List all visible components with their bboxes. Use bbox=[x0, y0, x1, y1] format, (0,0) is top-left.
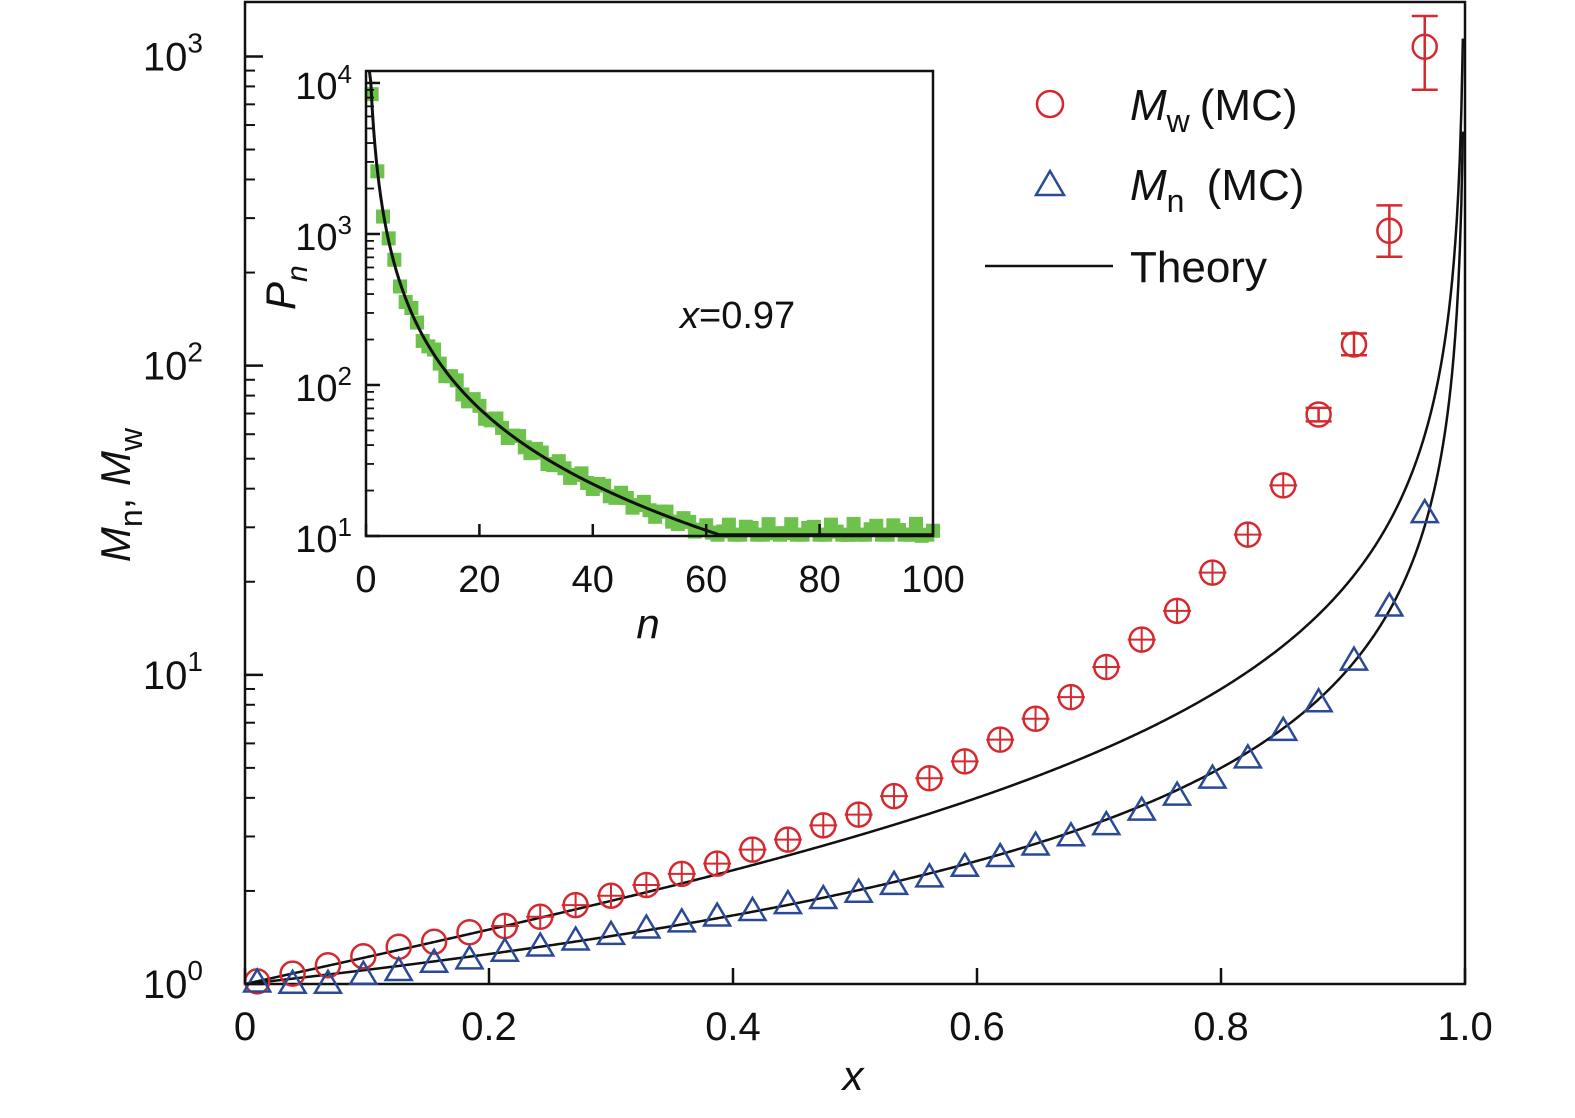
main-plot-area bbox=[242, 14, 1465, 995]
legend-triangle-marker bbox=[1033, 168, 1067, 197]
pn-point bbox=[534, 445, 549, 460]
x-tick-label: 0 bbox=[234, 1005, 256, 1049]
legend-mw-label: Mw (MC) bbox=[1130, 81, 1298, 139]
main-x-label: x bbox=[841, 1052, 866, 1099]
mw-point bbox=[385, 933, 412, 960]
x-tick-label: 0.2 bbox=[461, 1005, 517, 1049]
inset-x-tick-label: 20 bbox=[458, 559, 500, 601]
mw-point bbox=[1340, 331, 1368, 358]
legend: Mw (MC) Mn (MC) Theory bbox=[985, 81, 1304, 292]
inset-x-tick-label: 60 bbox=[685, 559, 727, 601]
mn-point bbox=[1409, 497, 1440, 524]
inset-x-tick-label: 40 bbox=[572, 559, 614, 601]
mn-point bbox=[808, 883, 839, 910]
mn-point bbox=[1126, 795, 1157, 821]
ylabel-sub1: n bbox=[113, 509, 149, 527]
mn-point bbox=[1232, 742, 1264, 769]
mn-point bbox=[348, 959, 379, 985]
ylabel-m2: M bbox=[92, 451, 139, 486]
mn-point bbox=[242, 967, 273, 993]
mn-point bbox=[454, 943, 485, 970]
mw-point bbox=[350, 942, 377, 970]
mn-point bbox=[1020, 830, 1051, 856]
pn-point bbox=[908, 516, 923, 531]
mn-point bbox=[1374, 591, 1405, 617]
y-tick-label: 102 bbox=[143, 337, 203, 389]
x-tick-label: 0.8 bbox=[1193, 1005, 1249, 1049]
inset-y-tick-label: 104 bbox=[295, 59, 352, 108]
mn-point bbox=[1268, 715, 1299, 742]
mn-point bbox=[1091, 809, 1122, 836]
mn-point bbox=[418, 947, 450, 973]
mn-point bbox=[595, 919, 627, 946]
inset-y-tick-label: 102 bbox=[295, 361, 352, 410]
pn-theory-curve bbox=[367, 70, 933, 537]
ylabel-m1: M bbox=[92, 527, 139, 562]
inset-frame bbox=[364, 69, 935, 538]
mn-point bbox=[914, 861, 945, 888]
mn-point bbox=[1161, 780, 1193, 806]
inset-background bbox=[366, 71, 933, 536]
inset-axes: 0 20 40 60 80 100 101 102 103 104 bbox=[295, 59, 964, 601]
inset-y-tick-label: 101 bbox=[295, 512, 352, 561]
main-axes: 0 0.2 0.4 0.6 0.8 1.0 100 101 102 103 bbox=[143, 27, 1493, 1049]
mw-point bbox=[314, 951, 342, 979]
inset-y-label: Pn bbox=[257, 265, 314, 310]
x-tick-label: 0.6 bbox=[949, 1005, 1005, 1049]
inset-x-tick-label: 80 bbox=[798, 559, 840, 601]
mn-point bbox=[701, 901, 733, 927]
mw-point bbox=[279, 960, 306, 987]
mw-point bbox=[1376, 217, 1403, 245]
mw-point bbox=[1305, 401, 1332, 428]
theory-mn-curve bbox=[244, 131, 1465, 986]
ylabel-sub2: w bbox=[113, 427, 149, 452]
inset-annotation: x=0.97 bbox=[678, 295, 795, 337]
x-tick-label: 0.4 bbox=[705, 1005, 761, 1049]
pn-point bbox=[427, 342, 442, 357]
mn-point bbox=[843, 877, 874, 904]
legend-mn-label: Mn (MC) bbox=[1130, 161, 1304, 219]
mn-point bbox=[772, 888, 804, 915]
mn-point bbox=[560, 925, 591, 951]
mn-point bbox=[383, 955, 414, 982]
main-y-label: Mn, Mw bbox=[92, 427, 149, 562]
legend-circle-marker bbox=[1035, 89, 1065, 119]
mn-point bbox=[1303, 686, 1334, 713]
legend-theory-label: Theory bbox=[1130, 243, 1267, 292]
mn-point bbox=[984, 841, 1016, 868]
inset-x-tick-label: 100 bbox=[901, 559, 964, 601]
inset-y-tick-label: 103 bbox=[295, 210, 352, 259]
inset-x-label: n bbox=[636, 600, 659, 647]
y-tick-label: 100 bbox=[143, 955, 203, 1007]
mn-point bbox=[1197, 763, 1228, 789]
inset-plot-area bbox=[364, 70, 940, 543]
y-tick-label: 103 bbox=[143, 27, 203, 79]
mw-point bbox=[1411, 33, 1438, 60]
mn-point bbox=[631, 913, 662, 939]
ylabel-sep: , bbox=[92, 486, 139, 509]
mn-point bbox=[489, 936, 521, 962]
mn-point bbox=[525, 931, 556, 957]
mn-point bbox=[949, 851, 980, 878]
mw-point bbox=[420, 928, 448, 955]
y-tick-label: 101 bbox=[143, 646, 203, 698]
pn-point bbox=[846, 516, 861, 531]
mn-point bbox=[878, 869, 910, 896]
mn-point bbox=[1055, 820, 1087, 847]
inset-x-tick-label: 0 bbox=[355, 559, 376, 601]
mn-point bbox=[277, 968, 308, 995]
main-plot-frame bbox=[243, 0, 1467, 986]
pn-point bbox=[472, 398, 487, 413]
x-tick-label: 1.0 bbox=[1437, 1005, 1493, 1049]
pn-point bbox=[784, 517, 799, 532]
mn-point bbox=[312, 968, 344, 995]
mn-point bbox=[666, 906, 697, 933]
mn-point bbox=[1338, 645, 1370, 671]
theory-mw-curve bbox=[244, 38, 1465, 986]
mn-point bbox=[737, 895, 768, 922]
pn-point bbox=[449, 373, 464, 388]
